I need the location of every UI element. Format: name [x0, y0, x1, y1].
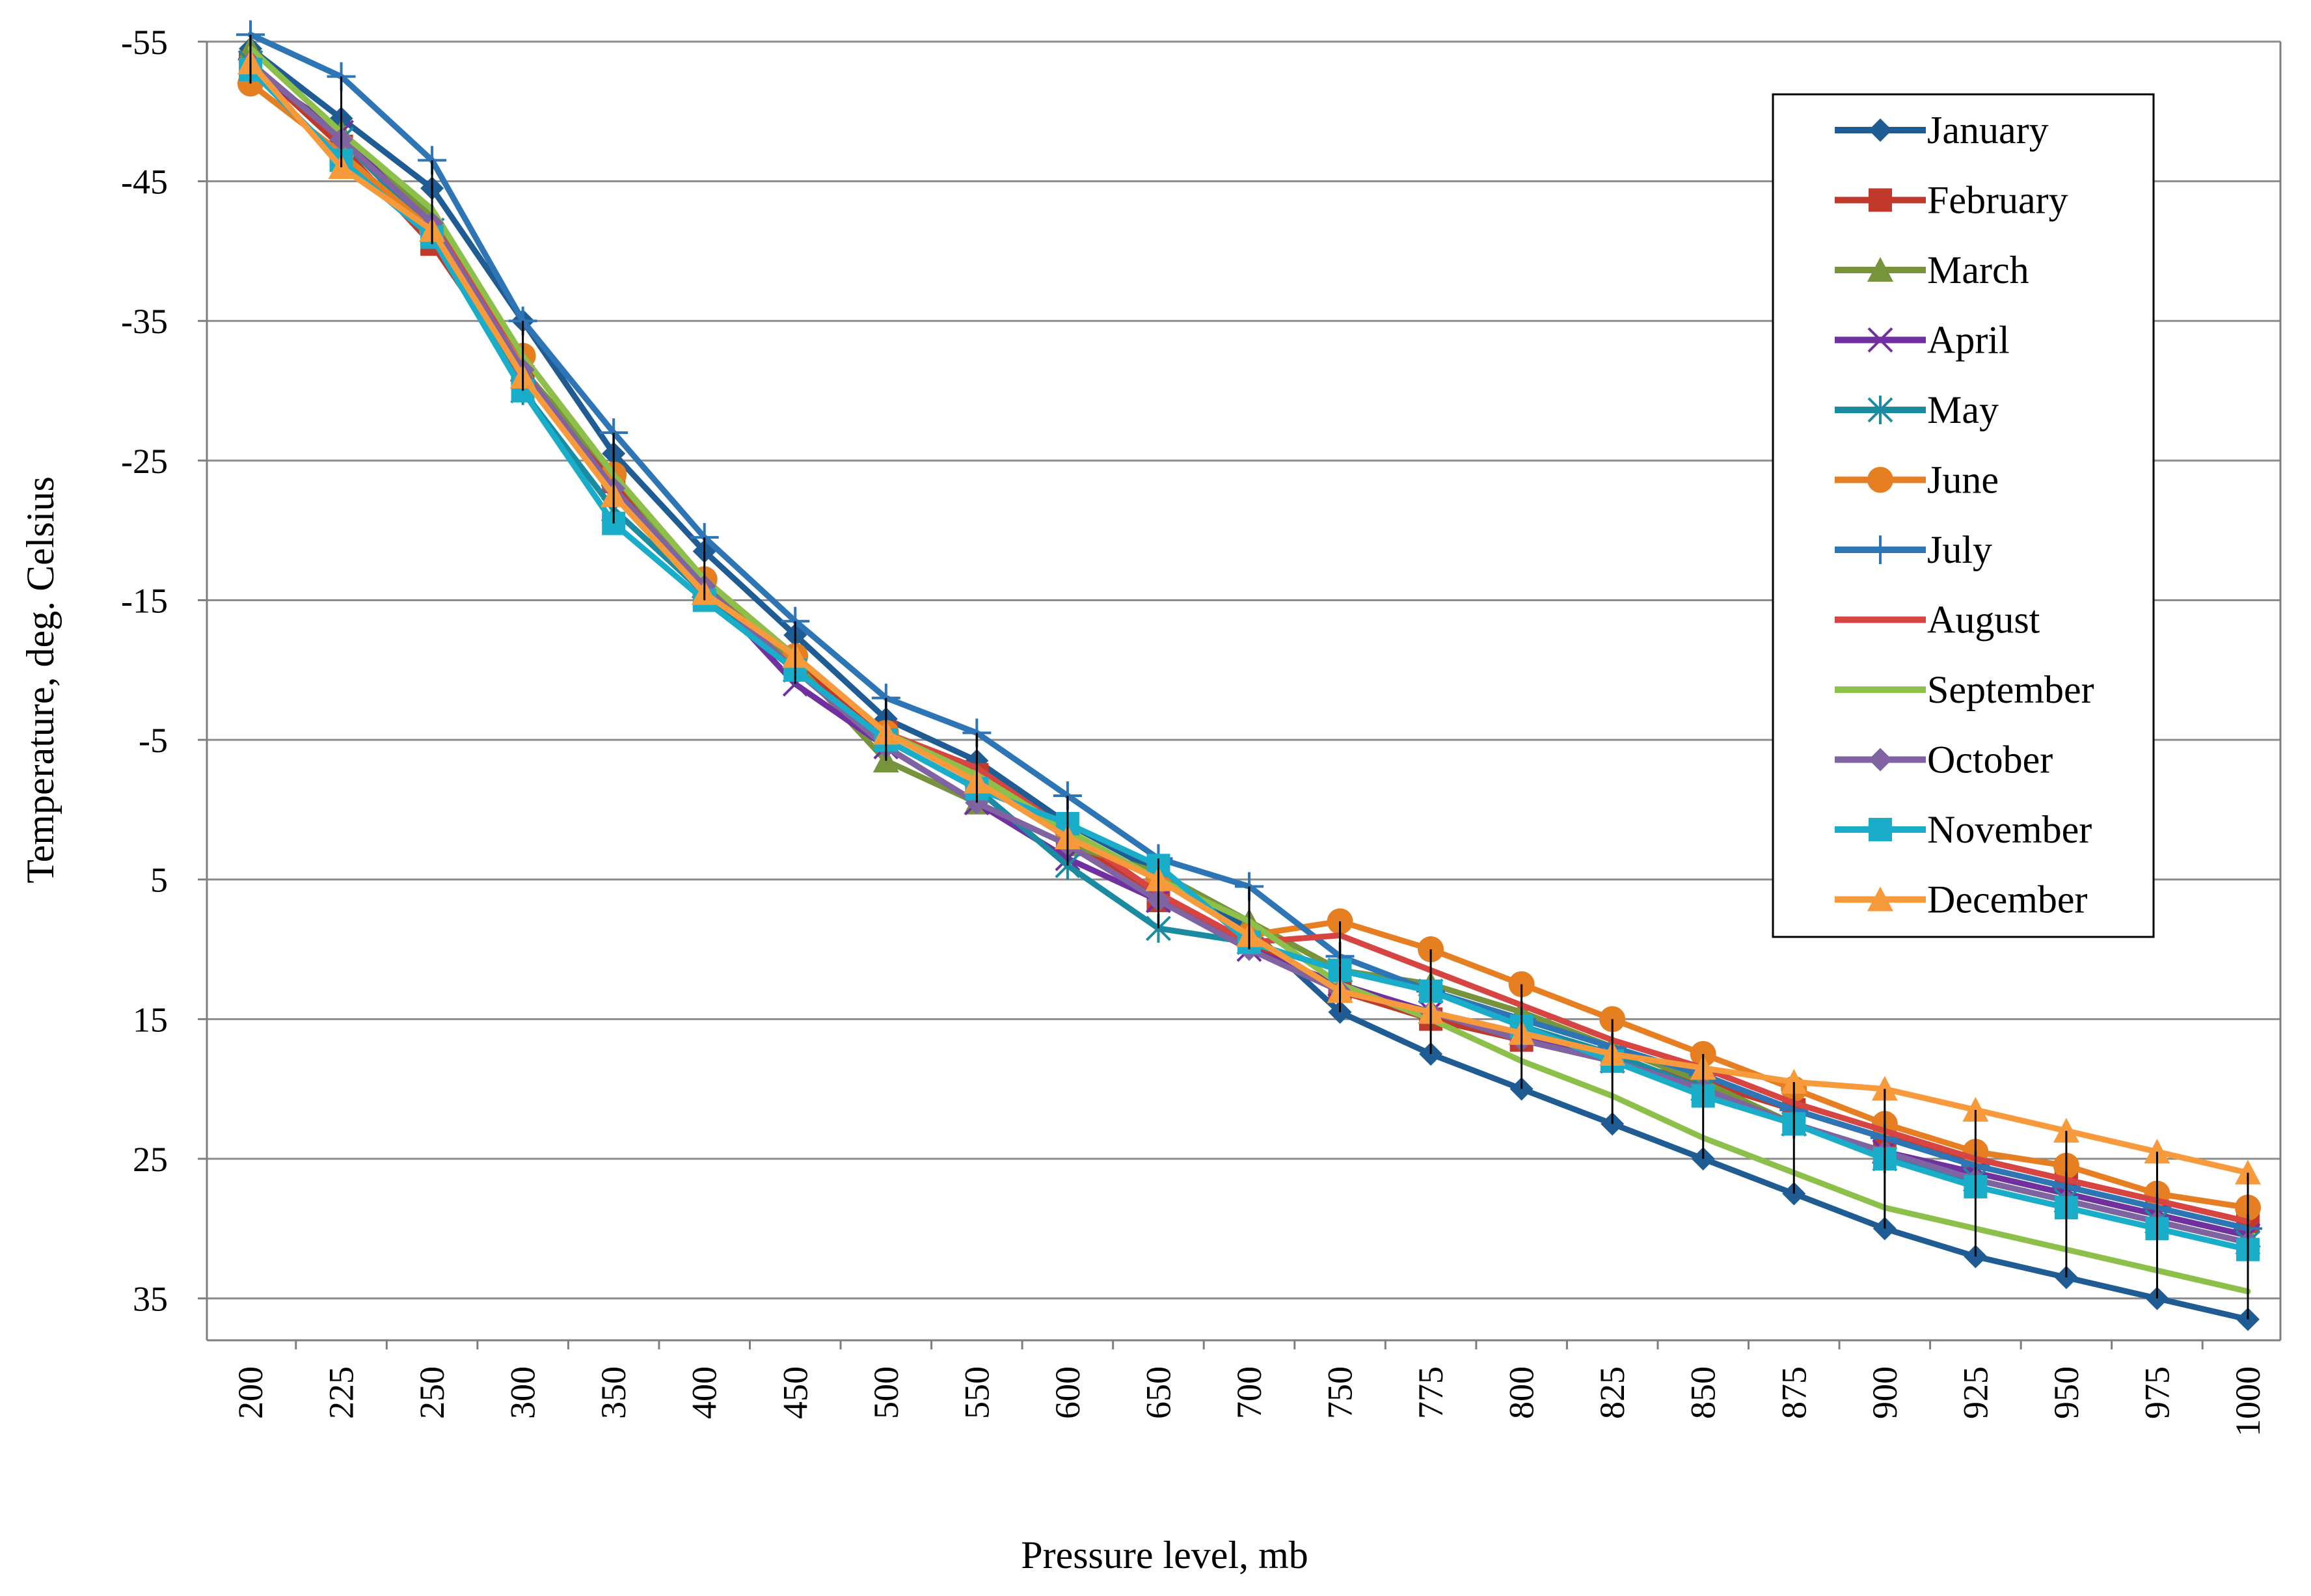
legend-marker — [1867, 467, 1893, 493]
legend-marker — [1867, 257, 1893, 282]
x-tick-label: 975 — [2137, 1366, 2176, 1419]
legend-item: April — [1835, 319, 2010, 362]
x-tick-label: 1000 — [2228, 1366, 2267, 1437]
legend-label: December — [1927, 878, 2088, 921]
y-tick-label: -35 — [121, 302, 168, 341]
x-tick-label: 850 — [1684, 1366, 1723, 1419]
legend-item: July — [1835, 528, 1992, 571]
x-tick-label: 225 — [322, 1366, 361, 1419]
y-tick-label: 25 — [133, 1140, 168, 1179]
legend-item: September — [1835, 668, 2094, 711]
legend: January February March April May June July Augu… — [1772, 93, 2155, 938]
data-point — [1962, 1096, 1989, 1122]
legend-item: December — [1835, 878, 2088, 921]
y-axis-title: Temperature, deg. Celsius — [19, 476, 62, 884]
x-tick-label: 775 — [1411, 1366, 1450, 1419]
legend-label: February — [1927, 179, 2068, 222]
data-point — [1781, 1068, 1807, 1094]
x-tick-label: 350 — [594, 1366, 633, 1419]
axes — [198, 40, 2282, 1349]
legend-marker — [1867, 327, 1893, 353]
legend-label: April — [1927, 319, 2010, 362]
x-tick-label: 950 — [2047, 1366, 2086, 1419]
y-tick-label: -55 — [121, 23, 168, 62]
legend-label: March — [1927, 249, 2029, 291]
y-tick-label: -15 — [121, 581, 168, 620]
x-tick-label: 700 — [1230, 1366, 1269, 1419]
y-tick-label: 5 — [150, 861, 168, 900]
range-bars — [249, 34, 2249, 1319]
legend-item: March — [1835, 249, 2029, 291]
legend-item: June — [1835, 459, 1999, 502]
series-lines — [236, 20, 2262, 1331]
y-tick-label: -5 — [139, 721, 168, 760]
x-tick-label: 900 — [1865, 1366, 1904, 1419]
x-tick-label: 250 — [412, 1366, 452, 1419]
x-tick-label: 450 — [776, 1366, 815, 1419]
legend-item: May — [1835, 388, 1999, 431]
legend-item: February — [1835, 179, 2068, 222]
legend-item: November — [1835, 808, 2092, 851]
legend-item: October — [1835, 738, 2053, 781]
legend-item: August — [1835, 599, 2040, 642]
x-tick-label: 300 — [504, 1366, 543, 1419]
x-tick-label: 200 — [231, 1366, 270, 1419]
x-tick-label: 925 — [1956, 1366, 1995, 1419]
x-tick-label: 800 — [1502, 1366, 1541, 1419]
x-tick-label: 750 — [1321, 1366, 1360, 1419]
x-tick-label: 650 — [1139, 1366, 1178, 1419]
legend-label: July — [1927, 528, 1992, 571]
legend-marker — [1869, 818, 1892, 841]
legend-marker — [1869, 748, 1892, 772]
legend-item: January — [1835, 109, 2049, 152]
legend-marker — [1869, 188, 1892, 212]
legend-label: August — [1927, 599, 2040, 642]
data-point — [2235, 1159, 2261, 1185]
y-tick-label: 15 — [133, 1000, 168, 1039]
y-tick-label: -45 — [121, 163, 168, 202]
data-point — [2144, 1139, 2170, 1164]
legend-label: November — [1927, 808, 2092, 851]
y-tick-label: 35 — [133, 1280, 168, 1319]
legend-marker — [1869, 118, 1892, 142]
legend-marker — [1866, 535, 1895, 564]
legend-box — [1772, 93, 2155, 938]
legend-label: May — [1927, 388, 1999, 431]
legend-label: January — [1927, 109, 2049, 152]
x-tick-label: 600 — [1048, 1366, 1087, 1419]
legend-label: June — [1927, 459, 1999, 502]
legend-label: October — [1927, 738, 2053, 781]
x-tick-label: 550 — [957, 1366, 996, 1419]
x-tick-label: 500 — [867, 1366, 906, 1419]
x-tick-label: 825 — [1593, 1366, 1632, 1419]
data-point — [1871, 1075, 1898, 1101]
legend-label: September — [1927, 668, 2094, 711]
x-axis-title: Pressure level, mb — [1021, 1534, 1308, 1576]
legend-marker — [1867, 396, 1893, 424]
data-point — [2053, 1118, 2079, 1143]
y-tick-label: -25 — [121, 442, 168, 481]
x-tick-label: 875 — [1774, 1366, 1813, 1419]
x-tick-label: 400 — [685, 1366, 724, 1419]
legend-marker — [1867, 886, 1893, 912]
